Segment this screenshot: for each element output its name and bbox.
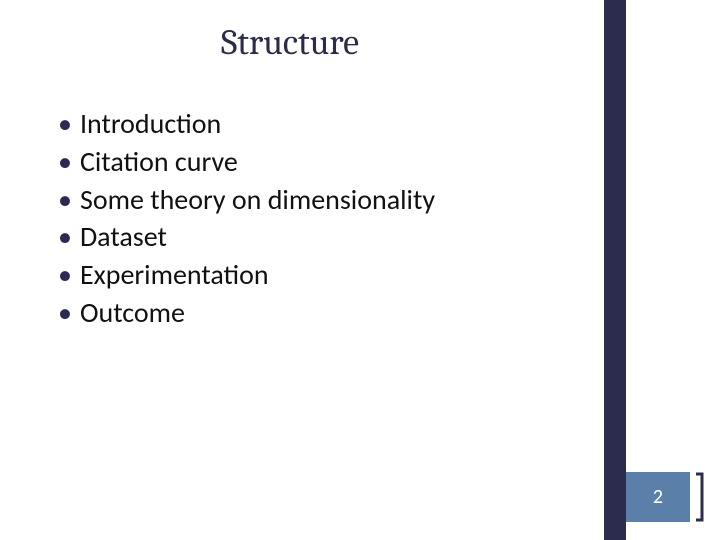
page-bracket-left-icon bbox=[610, 472, 622, 522]
list-item-label: Dataset bbox=[80, 218, 167, 256]
bullet-dot-icon: • bbox=[58, 105, 72, 143]
list-item-label: Introduction bbox=[80, 105, 221, 143]
list-item-label: Experimentation bbox=[80, 256, 269, 294]
bullet-dot-icon: • bbox=[58, 218, 72, 256]
list-item: • Outcome bbox=[58, 294, 558, 332]
list-item: • Introduction bbox=[58, 105, 558, 143]
bullet-list: • Introduction • Citation curve • Some t… bbox=[58, 105, 558, 332]
list-item: • Dataset bbox=[58, 218, 558, 256]
page-number: 2 bbox=[653, 485, 663, 509]
slide-title: Structure bbox=[0, 22, 580, 63]
bullet-dot-icon: • bbox=[58, 294, 72, 332]
list-item: • Some theory on dimensionality bbox=[58, 181, 558, 219]
page-number-block: 2 bbox=[626, 472, 690, 522]
slide: Structure • Introduction • Citation curv… bbox=[0, 0, 720, 540]
list-item-label: Outcome bbox=[80, 294, 185, 332]
list-item: • Experimentation bbox=[58, 256, 558, 294]
list-item: • Citation curve bbox=[58, 143, 558, 181]
bullet-dot-icon: • bbox=[58, 181, 72, 219]
list-item-label: Citation curve bbox=[80, 143, 238, 181]
bullet-dot-icon: • bbox=[58, 256, 72, 294]
list-item-label: Some theory on dimensionality bbox=[80, 181, 435, 219]
right-margin bbox=[626, 0, 720, 540]
bullet-dot-icon: • bbox=[58, 143, 72, 181]
page-bracket-right-icon bbox=[694, 472, 706, 522]
right-accent-strip bbox=[604, 0, 626, 540]
